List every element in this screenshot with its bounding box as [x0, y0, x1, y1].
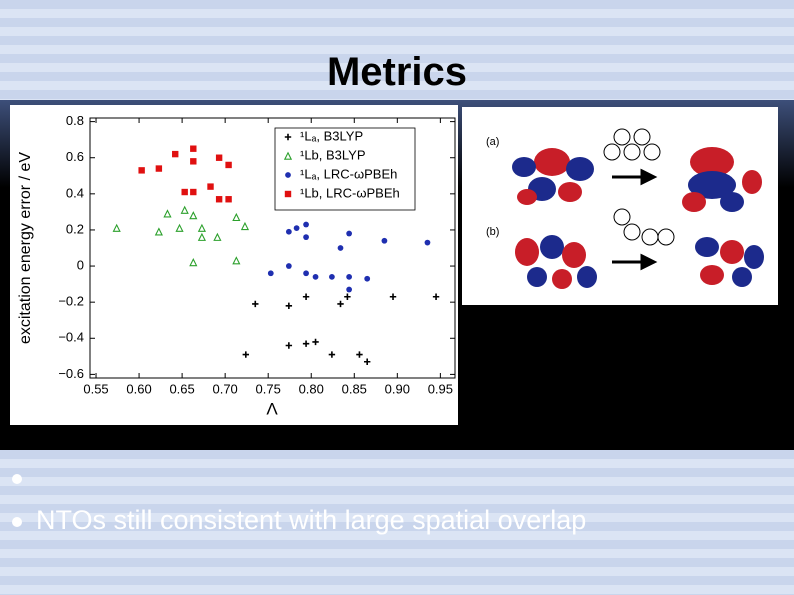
point — [154, 227, 163, 236]
point — [337, 245, 344, 251]
y-axis-label: excitation energy error / eV — [17, 152, 34, 344]
x-axis-label: Λ — [266, 399, 278, 418]
x-tick-label: 0.80 — [299, 381, 324, 396]
point — [337, 300, 344, 308]
point — [232, 212, 241, 222]
point — [302, 340, 310, 347]
legend-marker — [283, 151, 293, 160]
point — [346, 286, 352, 293]
x-tick-label: 0.75 — [256, 381, 281, 396]
y-tick-label: −0.6 — [58, 366, 84, 381]
bullet-empty — [12, 462, 36, 493]
point — [303, 221, 309, 228]
point — [293, 225, 300, 232]
point — [215, 196, 223, 203]
point — [189, 258, 198, 267]
legend-box — [274, 127, 416, 211]
y-tick-label: 0 — [77, 257, 84, 272]
panel-label: (a) — [486, 136, 499, 148]
point — [363, 358, 371, 365]
point — [381, 237, 388, 244]
point — [285, 228, 292, 235]
point — [424, 239, 431, 246]
panel-label: (b) — [486, 226, 499, 238]
point — [302, 293, 310, 300]
point — [364, 275, 371, 282]
y-tick-label: 0.6 — [66, 149, 84, 164]
x-tick-label: 0.55 — [83, 381, 108, 396]
point — [207, 183, 214, 190]
chart: Λ excitation energy error / eV 0.55 0.60 0… — [10, 105, 458, 425]
point — [252, 300, 259, 308]
point — [312, 338, 319, 346]
point — [303, 270, 309, 277]
point — [432, 293, 440, 300]
point — [344, 293, 351, 300]
point — [303, 234, 309, 241]
point — [267, 270, 274, 277]
point — [240, 221, 250, 231]
point — [112, 223, 121, 232]
point — [215, 154, 223, 161]
x-tick-label: 0.90 — [385, 381, 410, 396]
point — [242, 351, 250, 358]
y-tick-label: −0.4 — [58, 330, 84, 345]
slide-title: Metrics — [326, 50, 468, 94]
point — [190, 188, 197, 196]
point — [285, 263, 292, 269]
point — [190, 158, 197, 165]
legend-label: ¹Lₐ, LRC-ωPBEh — [300, 166, 397, 181]
point — [312, 274, 319, 280]
x-tick-label: 0.65 — [169, 381, 194, 396]
point — [190, 145, 197, 152]
point — [329, 274, 335, 280]
bullet-text: NTOs still consistent with large spatial… — [36, 505, 587, 535]
point — [356, 351, 363, 358]
y-tick-label: −0.2 — [58, 294, 84, 309]
point — [346, 274, 352, 280]
x-tick-label: 0.60 — [126, 381, 151, 396]
legend-marker — [284, 133, 292, 141]
x-tick-label: 0.85 — [342, 381, 367, 396]
point — [285, 302, 293, 309]
point — [346, 230, 352, 237]
orbital-figure: (a) (b) — [462, 107, 778, 305]
point — [225, 161, 232, 169]
plot-frame — [89, 117, 456, 379]
legend-label: ¹Lb, LRC-ωPBEh — [300, 185, 400, 200]
point — [172, 150, 179, 158]
legend-marker — [285, 172, 291, 178]
point — [213, 232, 222, 241]
legend-label: ¹Lₐ, B3LYP — [300, 128, 363, 143]
point — [138, 167, 145, 174]
legend-marker — [284, 190, 292, 198]
point — [189, 211, 198, 220]
point — [175, 223, 184, 232]
point — [285, 342, 293, 349]
point — [155, 165, 163, 172]
y-tick-label: 0.2 — [66, 221, 84, 236]
point — [163, 209, 172, 218]
point — [181, 188, 188, 196]
point — [197, 223, 206, 232]
y-tick-label: 0.8 — [66, 113, 84, 128]
orbital-blobs — [512, 128, 764, 289]
bullet: NTOs still consistent with large spatial… — [12, 505, 586, 536]
point — [197, 232, 206, 241]
point — [232, 256, 241, 265]
point — [225, 196, 232, 203]
point — [180, 205, 189, 214]
x-tick-label: 0.70 — [212, 381, 237, 396]
point — [389, 293, 397, 300]
y-tick-label: 0.4 — [66, 185, 84, 200]
point — [328, 351, 336, 358]
x-tick-label: 0.95 — [428, 381, 453, 396]
legend-label: ¹Lb, B3LYP — [300, 147, 366, 162]
